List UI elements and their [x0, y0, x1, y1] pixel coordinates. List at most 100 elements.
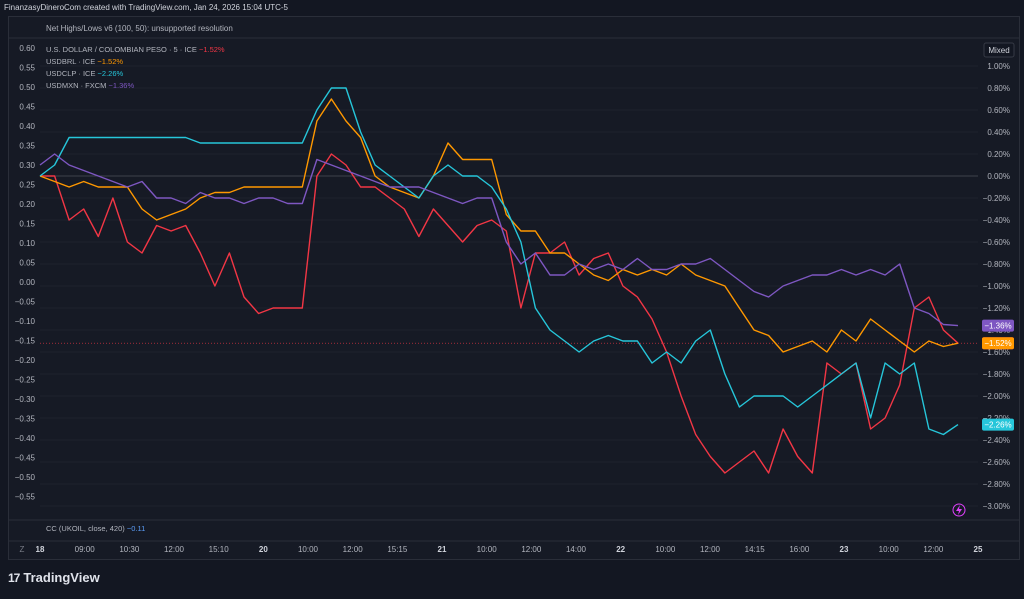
lightning-bolt-icon — [956, 505, 962, 515]
x-axis-tick: 09:00 — [75, 545, 96, 554]
last-value-label-3: −1.36% — [984, 322, 1011, 331]
right-axis-tick: 1.00% — [987, 62, 1010, 71]
left-axis-tick: 0.05 — [19, 259, 35, 268]
x-axis-tick: 15:10 — [209, 545, 230, 554]
left-axis-tick: 0.10 — [19, 239, 35, 248]
x-axis-tick: 22 — [616, 545, 625, 554]
left-axis-tick: −0.40 — [15, 434, 36, 443]
x-axis-tick: 10:30 — [119, 545, 140, 554]
legend-name: USDCLP · ICE — [46, 69, 98, 78]
right-axis-tick: 0.00% — [987, 172, 1010, 181]
left-axis-tick: 0.55 — [19, 64, 35, 73]
timezone-label: Z — [20, 545, 25, 554]
legend-value: −1.52% — [97, 57, 123, 66]
legend-value: −1.36% — [109, 81, 135, 90]
right-axis-tick: −0.80% — [983, 260, 1010, 269]
right-axis-tick: −0.40% — [983, 216, 1010, 225]
right-axis-tick: 0.40% — [987, 128, 1010, 137]
x-axis-tick: 25 — [974, 545, 983, 554]
right-axis-tick: −1.80% — [983, 370, 1010, 379]
series-line-2 — [39, 87, 959, 436]
last-value-badge-2 — [982, 418, 1014, 431]
right-axis-tick: −1.60% — [983, 348, 1010, 357]
bottom-bar — [0, 562, 1024, 599]
x-axis-tick: 10:00 — [477, 545, 498, 554]
left-axis-tick: 0.35 — [19, 142, 35, 151]
tradingview-logo-icon: 17 — [8, 570, 20, 585]
left-axis-tick: −0.30 — [15, 395, 36, 404]
left-axis-tick: 0.25 — [19, 181, 35, 190]
tradingview-brand: TradingView — [23, 570, 100, 585]
right-axis-tick: −2.20% — [983, 414, 1010, 423]
legend-name: USDBRL · ICE — [46, 57, 97, 66]
x-axis-tick: 14:15 — [745, 545, 766, 554]
legend-name: U.S. DOLLAR / COLOMBIAN PESO · 5 · ICE — [46, 45, 199, 54]
last-value-label-1: −1.52% — [984, 339, 1011, 348]
footer-indicator-name: CC (UKOIL, close, 420) — [46, 524, 127, 533]
left-axis-tick: −0.35 — [15, 415, 36, 424]
x-axis-tick: 10:00 — [298, 545, 319, 554]
left-axis-tick: −0.50 — [15, 473, 36, 482]
x-axis-tick: 18 — [36, 545, 45, 554]
legend-entry-2: USDCLP · ICE −2.26% — [46, 69, 124, 78]
legend-entry-3: USDMXN · FXCM −1.36% — [46, 81, 134, 90]
left-axis-tick: −0.45 — [15, 454, 36, 463]
footer-indicator-value: −0.11 — [127, 524, 145, 533]
right-axis-tick: −1.20% — [983, 304, 1010, 313]
left-axis-tick: 0.00 — [19, 278, 35, 287]
left-axis-tick: 0.30 — [19, 161, 35, 170]
left-axis-tick: −0.05 — [15, 298, 36, 307]
right-axis-tick: −3.00% — [983, 502, 1010, 511]
left-axis-tick: 0.45 — [19, 103, 35, 112]
last-value-label-2: −2.26% — [984, 421, 1011, 430]
x-axis-tick: 14:00 — [566, 545, 587, 554]
price-chart[interactable]: 0.60 0.55 0.50 0.45 0.40 0.35 0.30 0.25 0.20 0.15… — [0, 0, 1024, 560]
x-axis-tick: 15:15 — [387, 545, 408, 554]
left-axis-tick: 0.60 — [19, 44, 35, 53]
right-axis-tick: −2.00% — [983, 392, 1010, 401]
last-value-badge-3 — [982, 319, 1014, 332]
x-axis-tick: 10:00 — [655, 545, 676, 554]
legend-entry-1: USDBRL · ICE −1.52% — [46, 57, 123, 66]
right-axis-tick: −1.00% — [983, 282, 1010, 291]
series-line-1 — [39, 98, 959, 353]
x-axis-tick: 12:00 — [923, 545, 944, 554]
legend-value: −1.52% — [199, 45, 225, 54]
left-axis-tick: −0.55 — [15, 493, 36, 502]
left-axis-tick: 0.20 — [19, 200, 35, 209]
x-axis-tick: 20 — [259, 545, 268, 554]
x-axis-tick: 23 — [840, 545, 849, 554]
legend-value: −2.26% — [98, 69, 124, 78]
lightning-icon — [952, 503, 966, 517]
legend-name: USDMXN · FXCM — [46, 81, 109, 90]
right-axis-tick: −2.40% — [983, 436, 1010, 445]
tradingview-logo[interactable]: 17 TradingView — [8, 570, 100, 585]
left-axis-tick: −0.10 — [15, 317, 36, 326]
indicator-label: Net Highs/Lows v6 (100, 50): unsupported… — [46, 24, 233, 33]
left-axis-tick: −0.20 — [15, 356, 36, 365]
last-value-badge-1 — [982, 337, 1014, 350]
right-axis-tick: −2.80% — [983, 480, 1010, 489]
left-axis-tick: 0.15 — [19, 220, 35, 229]
x-axis-tick: 12:00 — [521, 545, 542, 554]
right-axis-tick: −2.60% — [983, 458, 1010, 467]
right-axis-tick: 0.80% — [987, 84, 1010, 93]
x-axis-tick: 16:00 — [789, 545, 810, 554]
left-axis-tick: 0.50 — [19, 83, 35, 92]
x-axis-tick: 21 — [438, 545, 447, 554]
chart-frame — [8, 16, 1020, 560]
chart-header: FinanzasyDineroCom created with TradingV… — [0, 0, 1024, 16]
series-line-3 — [39, 153, 959, 327]
right-axis-tick: 0.60% — [987, 106, 1010, 115]
x-axis-tick: 12:00 — [700, 545, 721, 554]
scale-mode-label: Mixed — [988, 46, 1009, 55]
right-axis-tick: −0.60% — [983, 238, 1010, 247]
footer-indicator-label: CC (UKOIL, close, 420) −0.11 — [46, 524, 145, 533]
scale-mode-button — [983, 42, 1015, 58]
right-axis-tick: −0.20% — [983, 194, 1010, 203]
legend-entry-0: U.S. DOLLAR / COLOMBIAN PESO · 5 · ICE −… — [46, 45, 225, 54]
left-axis-tick: −0.15 — [15, 337, 36, 346]
series-line-0 — [40, 153, 959, 474]
x-axis-tick: 10:00 — [879, 545, 900, 554]
right-axis-tick: 0.20% — [987, 150, 1010, 159]
